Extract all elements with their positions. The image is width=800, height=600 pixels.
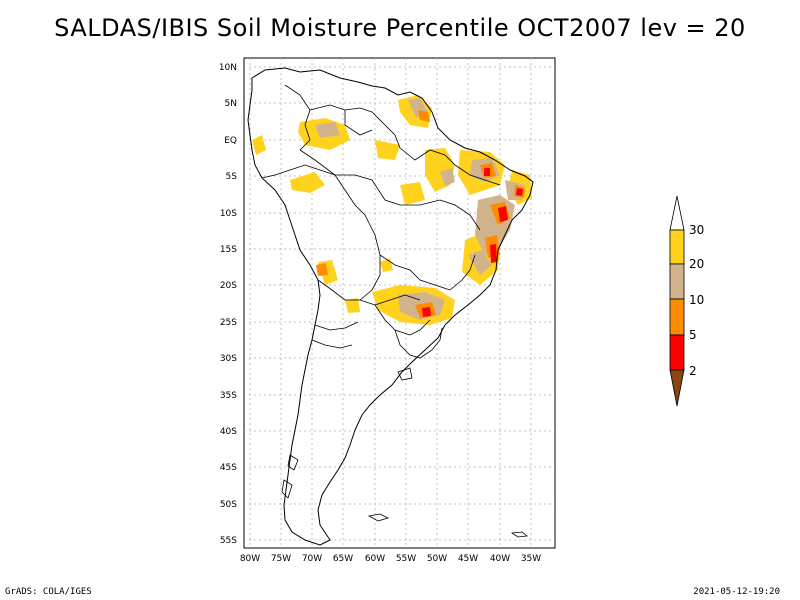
south-america-coastline — [247, 67, 534, 546]
lat-label: 5N — [225, 99, 237, 109]
lon-label: 40W — [490, 554, 510, 564]
color-bar-5-10 — [669, 298, 685, 336]
lat-label: 25S — [220, 318, 237, 328]
lat-label: EQ — [224, 136, 237, 146]
islands — [281, 367, 529, 538]
lat-label: 30S — [220, 354, 237, 364]
lat-label: 20S — [220, 281, 237, 291]
color-bar-labels: 30 20 10 5 2 — [689, 223, 704, 378]
lat-label: 40S — [220, 427, 237, 437]
lon-label: 65W — [333, 554, 353, 564]
lon-label: 80W — [240, 554, 260, 564]
color-bar-below-triangle — [669, 369, 685, 407]
map-title: SALDAS/IBIS Soil Moisture Percentile OCT… — [54, 14, 746, 42]
legend-level: 30 — [689, 223, 704, 237]
legend-level: 5 — [689, 328, 697, 342]
lat-label: 5S — [226, 172, 238, 182]
lon-label: 60W — [365, 554, 385, 564]
footer-credit: GrADS: COLA/IGES — [5, 587, 92, 597]
lon-label: 55W — [396, 554, 416, 564]
legend-level: 10 — [689, 293, 704, 307]
lat-label: 50S — [220, 500, 237, 510]
lon-label: 70W — [302, 554, 322, 564]
color-bar-2-5 — [669, 334, 685, 371]
lon-label: 45W — [458, 554, 478, 564]
color-bar — [669, 195, 685, 407]
color-bar-above-triangle — [669, 195, 685, 231]
lat-label: 35S — [220, 391, 237, 401]
legend-level: 2 — [689, 364, 697, 378]
lon-label: 35W — [521, 554, 541, 564]
footer-timestamp: 2021-05-12-19:20 — [693, 587, 780, 597]
lat-label: 55S — [220, 536, 237, 546]
lat-label: 10S — [220, 209, 237, 219]
shaded-regions — [252, 95, 532, 325]
color-bar-20-30 — [669, 229, 685, 265]
country-borders — [261, 84, 501, 359]
latitude-axis: 10N 5N EQ 5S 10S 15S 20S 25S 30S 35S 40S… — [219, 63, 237, 546]
lat-label: 15S — [220, 245, 237, 255]
longitude-axis: 80W 75W 70W 65W 60W 55W 50W 45W 40W 35W — [240, 554, 541, 564]
color-bar-10-20 — [669, 263, 685, 300]
lon-label: 50W — [427, 554, 447, 564]
lat-label: 10N — [219, 63, 237, 73]
lon-label: 75W — [271, 554, 291, 564]
lat-label: 45S — [220, 463, 237, 473]
legend-level: 20 — [689, 257, 704, 271]
